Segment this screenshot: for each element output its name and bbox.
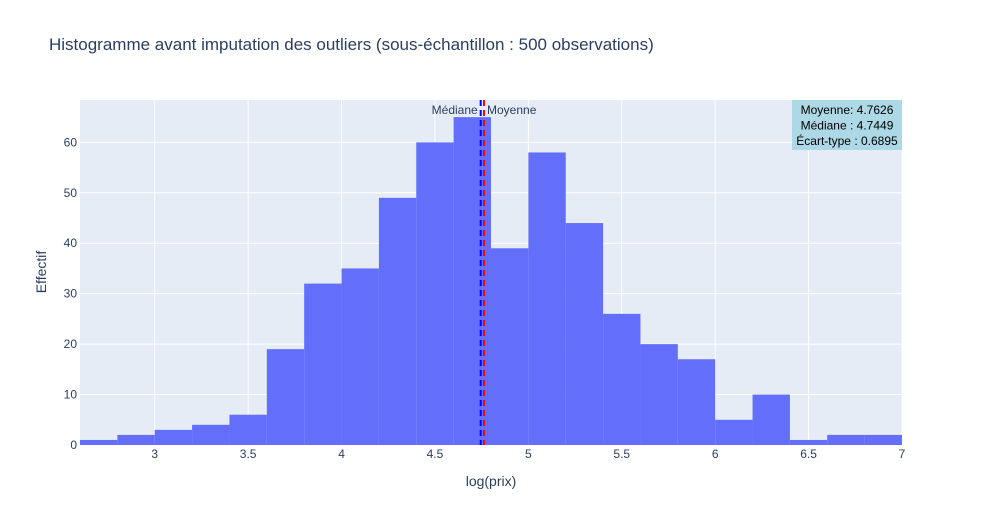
x-tick-label: 6.5 — [800, 447, 817, 461]
histogram-bar — [192, 424, 230, 445]
histogram-bar — [864, 434, 902, 445]
stats-box: Moyenne: 4.7626 Médiane : 4.7449Écart-typ… — [792, 100, 902, 150]
reference-lines: Médiane Moyenne — [432, 100, 537, 445]
x-tick-label: 3 — [151, 447, 158, 461]
x-tick-label: 5 — [525, 447, 532, 461]
histogram-bar — [715, 419, 753, 445]
stats-line: Écart-type : 0.6895 — [796, 133, 898, 148]
x-axis-title: log(prix) — [466, 473, 517, 489]
x-tick-label: 7 — [899, 447, 906, 461]
histogram-bar — [752, 394, 790, 445]
histogram-bar — [80, 439, 118, 445]
y-tick-label: 40 — [64, 236, 78, 250]
histogram-bar — [640, 344, 678, 445]
histogram-bar — [491, 248, 529, 445]
x-tick-label: 4.5 — [427, 447, 444, 461]
histogram-bar — [266, 349, 305, 445]
x-tick-label: 6 — [712, 447, 719, 461]
histogram-bar — [229, 414, 267, 445]
histogram-bar — [528, 152, 566, 445]
histogram-bar — [304, 283, 342, 445]
mean-label: Moyenne — [487, 103, 537, 117]
y-tick-label: 20 — [64, 337, 78, 351]
histogram-bar — [453, 117, 491, 446]
x-axis-ticks: 3 3.5 4 4.5 5 5.5 6 6.5 7 — [151, 447, 905, 461]
x-tick-label: 3.5 — [240, 447, 257, 461]
y-tick-label: 60 — [64, 135, 78, 149]
median-label: Médiane — [432, 103, 478, 117]
x-tick-label: 5.5 — [613, 447, 630, 461]
stats-line: Médiane : 4.7449 — [801, 119, 894, 133]
y-tick-label: 50 — [64, 186, 78, 200]
histogram-bar — [677, 359, 716, 445]
histogram-bar — [117, 434, 155, 445]
histogram-bar — [827, 434, 865, 445]
histogram-bar — [789, 439, 828, 445]
histogram-bar — [416, 142, 454, 446]
y-tick-label: 0 — [70, 438, 77, 452]
x-tick-label: 4 — [338, 447, 345, 461]
y-tick-label: 10 — [64, 388, 78, 402]
chart-title: Histogramme avant imputation des outlier… — [49, 35, 654, 54]
histogram-bar — [154, 429, 193, 445]
histogram-bar — [341, 268, 379, 445]
y-axis-ticks: 0 10 20 30 40 50 60 — [64, 135, 78, 452]
histogram-bar — [565, 223, 604, 445]
histogram-bar — [378, 197, 417, 445]
histogram-bars — [80, 117, 902, 446]
histogram-bar — [603, 313, 641, 445]
y-axis-title: Effectif — [33, 251, 49, 294]
stats-box-background — [792, 100, 902, 150]
y-tick-label: 30 — [64, 287, 78, 301]
stats-line: Moyenne: 4.7626 — [801, 103, 894, 117]
